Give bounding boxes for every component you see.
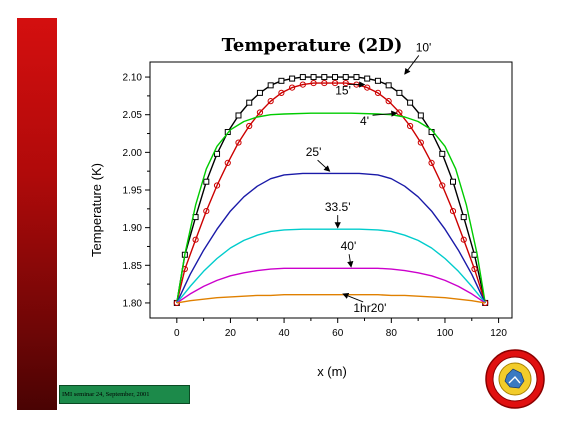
annotation-arrow <box>317 159 331 172</box>
data-point <box>321 79 328 87</box>
decorative-side-bar <box>17 18 57 410</box>
data-point <box>428 159 435 166</box>
data-point <box>213 182 221 189</box>
data-point <box>289 84 296 91</box>
y-tick-label: 2.00 <box>123 148 143 159</box>
series-line <box>176 294 486 304</box>
data-point <box>321 74 328 81</box>
data-point <box>267 82 274 89</box>
data-point <box>407 99 414 106</box>
annotation-label: 40' <box>341 239 357 253</box>
data-point <box>331 79 339 87</box>
data-point <box>471 265 478 273</box>
chart-axes: 0 20 40 60 80 100 120 1.80 1.85 1.90 1.95 2.00 2.05 2… <box>123 61 513 339</box>
data-point <box>310 74 317 81</box>
data-point <box>203 207 210 215</box>
annotation-label: 15' <box>335 83 351 97</box>
data-point <box>449 207 457 215</box>
x-tick-label: 120 <box>490 328 507 339</box>
data-point <box>203 178 210 185</box>
university-seal-logo <box>485 349 545 409</box>
y-tick-label: 1.95 <box>123 186 143 197</box>
annotation-arrow <box>372 110 398 117</box>
series-5 <box>176 228 486 304</box>
data-point <box>439 150 446 157</box>
data-point <box>385 82 392 89</box>
data-point <box>267 98 274 105</box>
x-tick-label: 100 <box>437 328 454 339</box>
data-point <box>235 112 242 119</box>
data-point <box>450 178 457 185</box>
y-tick-label: 1.90 <box>123 223 143 234</box>
data-point <box>364 75 371 82</box>
y-tick-label: 2.10 <box>123 73 143 84</box>
series-2 <box>173 79 489 307</box>
y-tick-label: 1.85 <box>123 261 143 272</box>
data-point <box>417 139 424 146</box>
data-point <box>256 109 264 116</box>
series-line <box>176 82 486 304</box>
series-7 <box>176 294 486 304</box>
series-line <box>176 172 486 304</box>
series-line <box>176 228 486 304</box>
data-point <box>278 77 285 84</box>
x-tick-label: 40 <box>279 328 291 339</box>
data-point <box>299 74 306 81</box>
series-4 <box>176 172 486 304</box>
data-point <box>235 139 242 146</box>
annotation-arrow <box>342 292 364 303</box>
data-point <box>332 74 339 81</box>
data-point <box>396 89 403 96</box>
chart-series <box>173 74 489 307</box>
series-line <box>176 267 486 304</box>
data-point <box>299 81 306 88</box>
x-tick-label: 0 <box>174 328 180 339</box>
data-point <box>246 99 253 106</box>
data-point <box>256 89 263 96</box>
data-point <box>192 236 199 243</box>
data-point <box>460 214 467 221</box>
data-point <box>385 98 392 105</box>
data-point <box>224 159 231 166</box>
x-tick-label: 80 <box>386 328 398 339</box>
annotation-label: 1hr20' <box>353 301 386 315</box>
data-point <box>278 89 285 96</box>
data-point <box>417 112 424 119</box>
x-axis-title: x (m) <box>317 364 347 379</box>
y-tick-label: 2.05 <box>123 110 143 121</box>
data-point <box>214 150 221 157</box>
x-tick-label: 20 <box>225 328 237 339</box>
data-point <box>342 79 349 87</box>
data-point <box>374 77 381 84</box>
series-line <box>176 112 486 304</box>
data-point <box>289 75 296 82</box>
footer-caption: IMI seminar 24, September, 2001 <box>59 385 190 404</box>
annotation-arrow <box>404 55 420 75</box>
x-tick-label: 60 <box>332 328 344 339</box>
data-point <box>246 122 253 130</box>
y-tick-label: 1.80 <box>123 298 143 309</box>
chart-annotations: 10' 15' 4' 25' 33.5' 40' 1hr20' <box>306 40 432 315</box>
data-point <box>353 74 360 81</box>
data-point <box>342 74 349 81</box>
series-line <box>176 76 486 304</box>
data-point <box>460 236 467 243</box>
chart-title: Temperature (2D) <box>222 35 403 56</box>
annotation-label: 33.5' <box>325 200 351 214</box>
annotation-label: 25' <box>306 145 322 159</box>
series-3 <box>176 112 486 304</box>
series-1 <box>173 74 489 306</box>
annotation-label: 4' <box>360 114 369 128</box>
data-point <box>439 182 446 189</box>
series-6 <box>176 267 486 304</box>
data-point <box>407 122 414 130</box>
data-point <box>310 79 317 87</box>
annotation-arrow <box>347 254 354 268</box>
data-point <box>374 89 382 96</box>
y-axis-title: Temperature (K) <box>89 163 104 257</box>
annotation-label: 10' <box>416 40 432 54</box>
